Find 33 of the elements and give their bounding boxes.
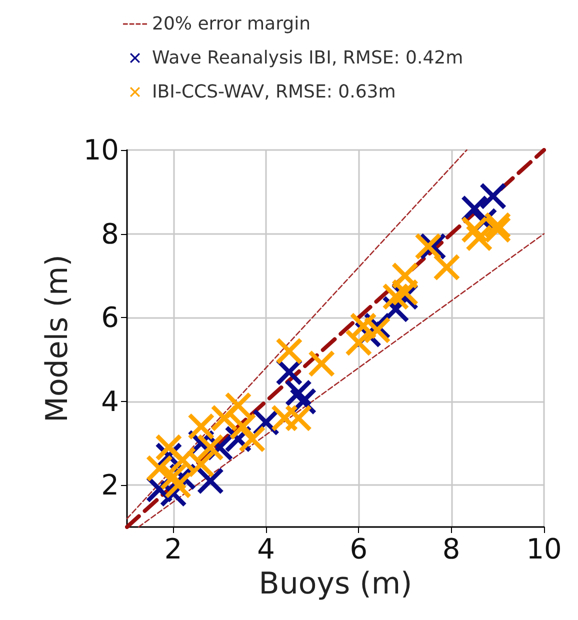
point	[308, 350, 335, 377]
point	[285, 405, 312, 432]
y-tick-label: 6	[101, 301, 119, 334]
x-tick-label: 6	[350, 532, 368, 566]
point	[164, 472, 191, 498]
point	[225, 392, 252, 419]
x-tick-label: 4	[257, 532, 275, 566]
y-tick-label: 2	[101, 468, 119, 502]
x-tick-label: 2	[164, 532, 182, 566]
legend-label: 20% error margin	[152, 14, 311, 34]
point	[170, 446, 196, 473]
point	[484, 212, 511, 238]
point	[480, 183, 506, 210]
legend-label: IBI-CCS-WAV, RMSE: 0.63m	[152, 82, 396, 102]
point	[197, 468, 224, 494]
point	[466, 224, 492, 251]
point	[434, 254, 460, 280]
point	[415, 233, 442, 260]
point	[364, 317, 390, 344]
point	[188, 451, 214, 478]
y-tick-label: 4	[101, 384, 119, 418]
x-axis-title: Buoys (m)	[258, 566, 412, 602]
x-tick-label: 10	[526, 532, 562, 566]
point	[197, 434, 224, 460]
point	[392, 262, 418, 289]
point	[239, 426, 266, 452]
y-tick-label: 8	[101, 217, 119, 250]
legend-label: Wave Reanalysis IBI, RMSE: 0.42m	[152, 48, 464, 68]
y-axis-title: Models (m)	[40, 254, 75, 422]
point	[276, 338, 302, 364]
y-tick-label: 10	[83, 134, 119, 166]
point	[188, 413, 214, 440]
x-tick-label: 8	[442, 532, 460, 566]
